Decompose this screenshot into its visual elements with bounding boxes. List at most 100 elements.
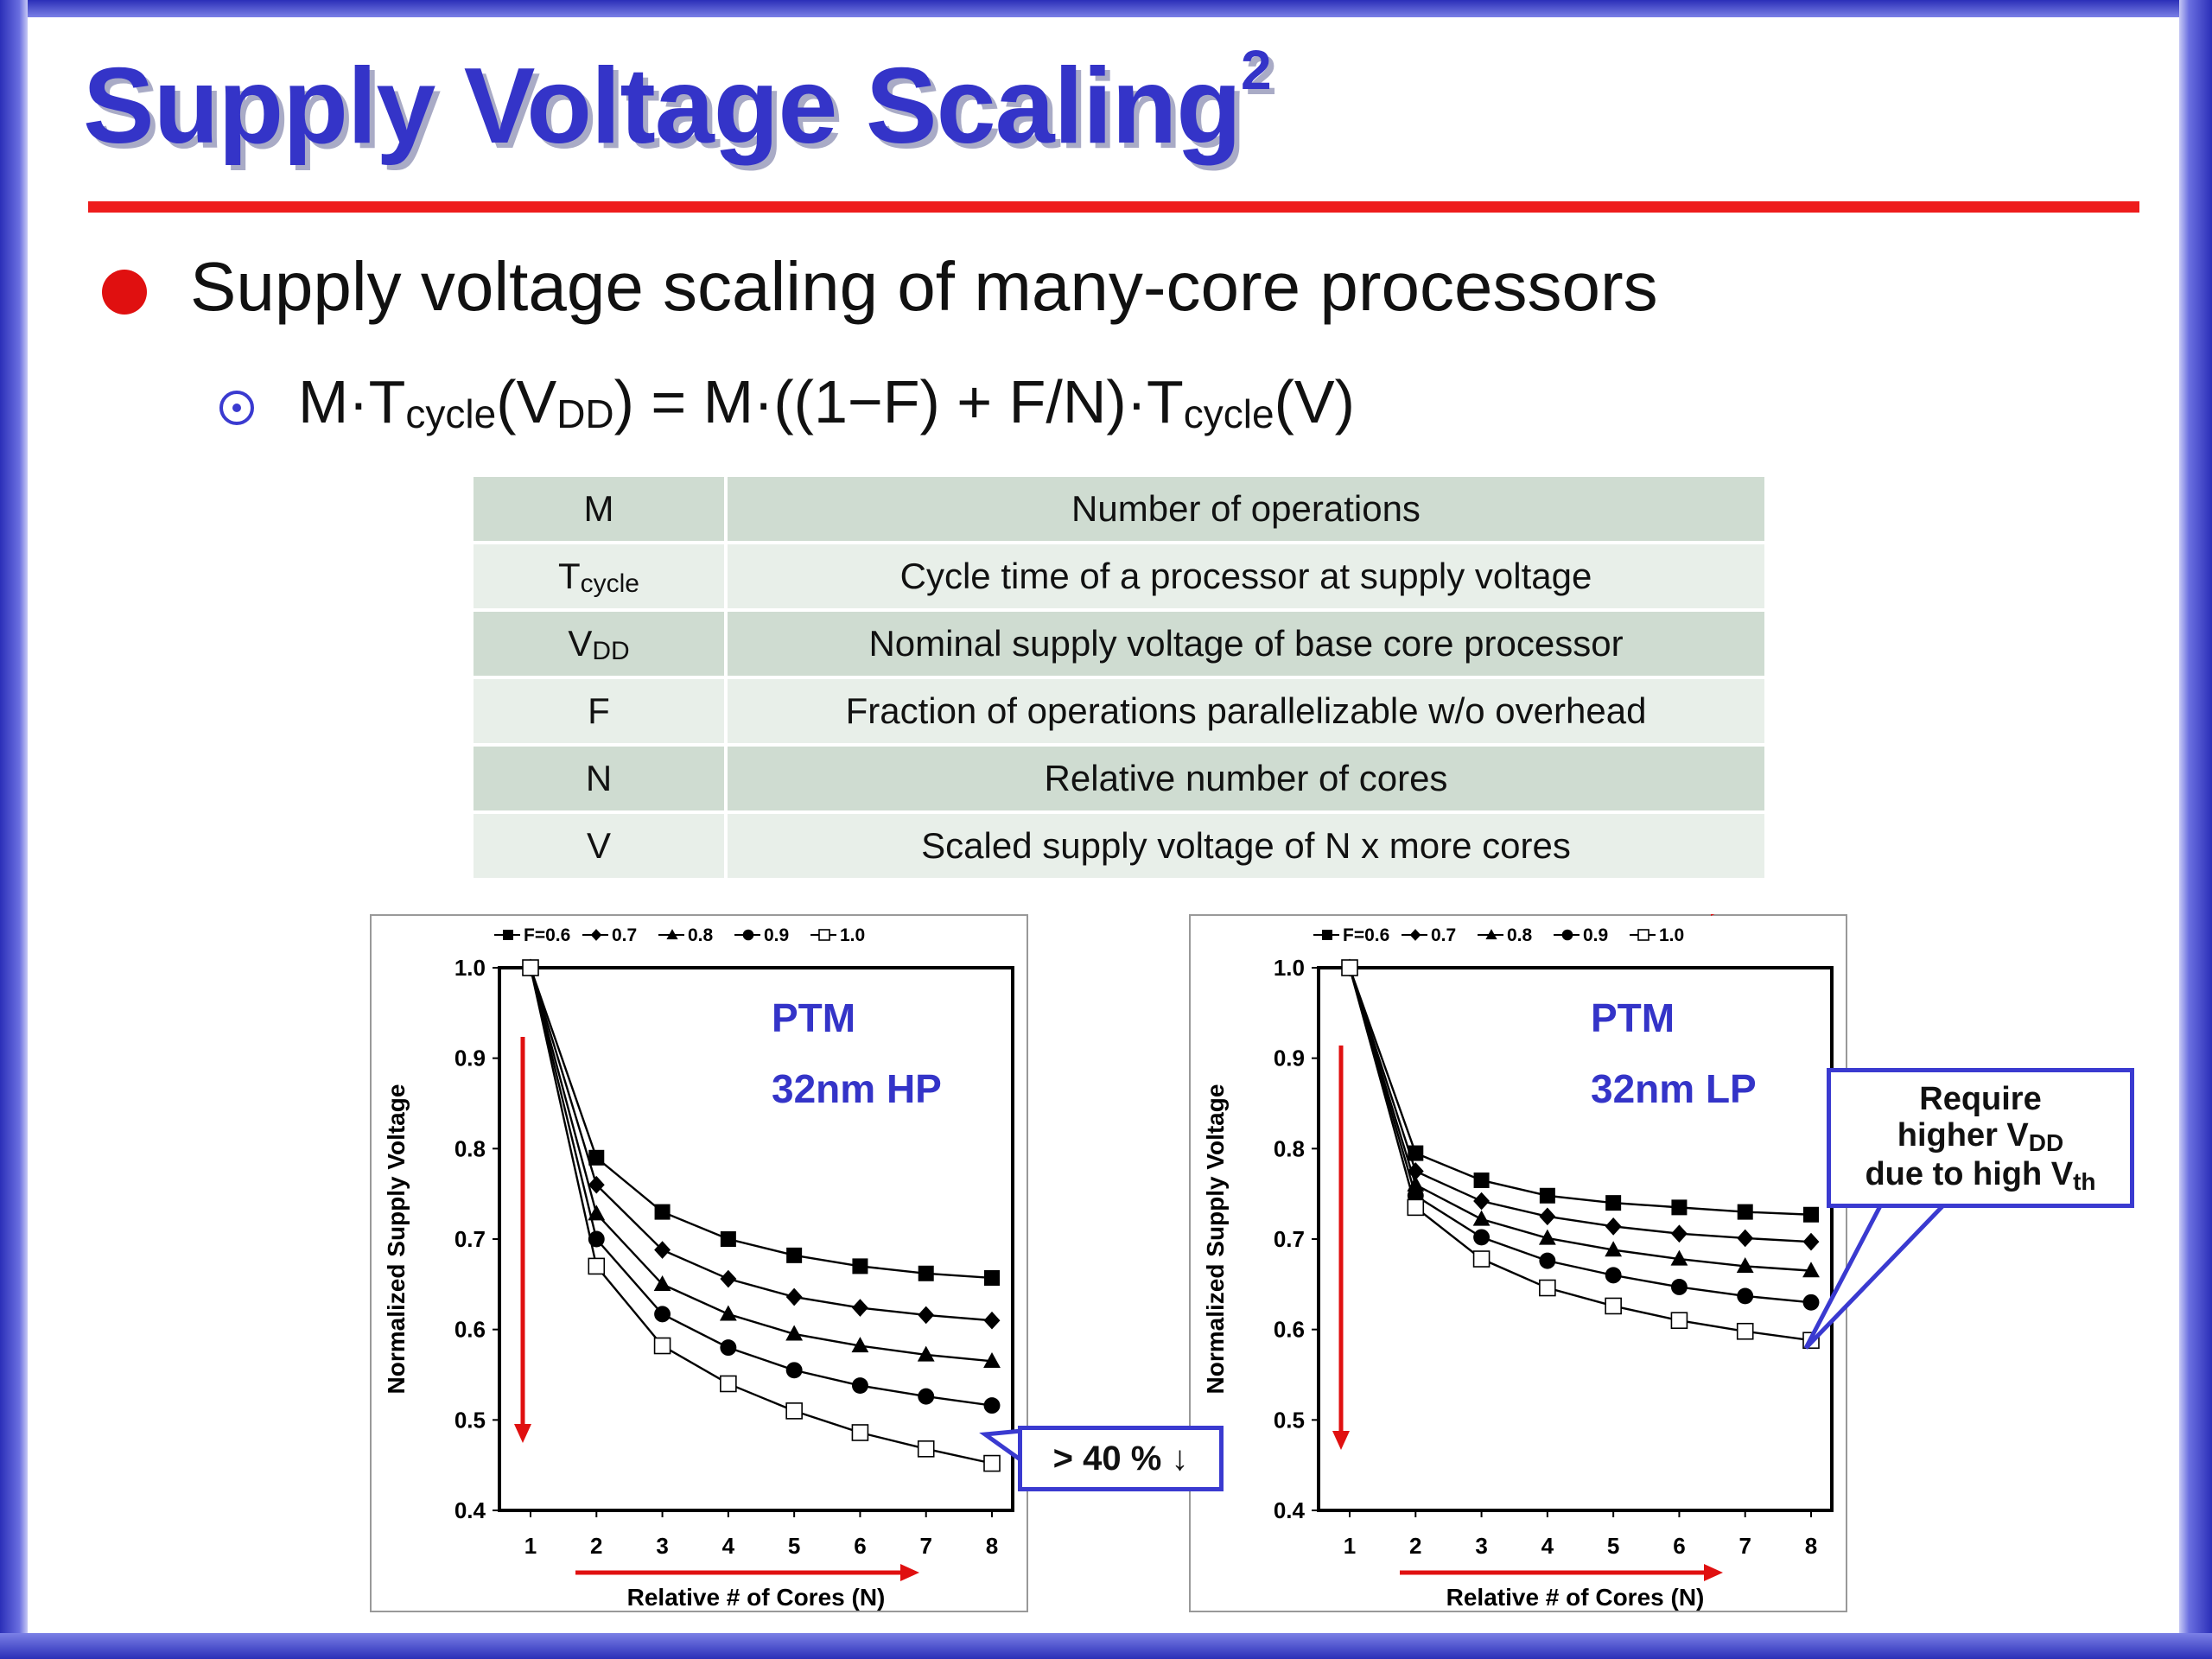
x-tick-label: 7 [919,1533,931,1559]
data-point [720,1339,737,1357]
formula-sub: DD [556,391,614,436]
data-point [1605,1297,1622,1315]
arrow-down-head [514,1424,531,1443]
definitions-table: M Number of operations Tcycle Cycle time o… [474,477,1764,881]
legend-label: 0.7 [1431,925,1456,945]
data-point [851,1299,868,1317]
data-point [1670,1279,1688,1295]
x-tick-label: 6 [1673,1533,1685,1559]
symbol-cell: F [474,677,728,747]
symbol: M [583,488,614,529]
y-tick-label: 0.5 [454,1407,486,1433]
frame-right [2179,0,2212,1659]
data-point [851,1377,868,1395]
symbol: F [588,690,610,731]
meaning-cell: Scaled supply voltage of N x more cores [726,812,1764,881]
series-line [1348,967,1812,1304]
meaning-cell: Relative number of cores [726,745,1764,814]
data-point [1670,1224,1688,1243]
data-point [1605,1195,1622,1211]
data-point [1737,1229,1754,1248]
legend-marker [503,930,513,940]
data-point [588,1149,605,1166]
y-tick-label: 0.8 [454,1135,486,1161]
data-point [983,1311,1001,1330]
legend-label: 1.0 [1659,925,1684,945]
meaning-cell: Fraction of operations parallelizable w/… [726,677,1764,747]
ptm-label: PTM [772,995,855,1040]
frame-bottom [0,1633,2212,1659]
table-row: N Relative number of cores [474,745,1764,814]
data-point [983,1351,1001,1368]
y-tick-label: 0.4 [1274,1497,1306,1523]
x-tick-label: 1 [524,1533,537,1559]
symbol-sub: cycle [580,569,639,598]
data-point [1472,1210,1491,1226]
data-point [588,1257,606,1275]
legend-marker [1637,929,1649,941]
title-text: Supply Voltage Scaling [83,47,1242,166]
data-point [851,1424,869,1441]
data-point [1472,1250,1491,1268]
data-point [1737,1287,1754,1305]
x-tick-label: 2 [590,1533,602,1559]
legend-marker [1561,929,1573,941]
data-point [522,959,539,976]
symbol-cell: N [474,745,728,814]
series-line [529,967,993,1465]
meaning-cell: Nominal supply voltage of base core proc… [726,610,1764,679]
legend-marker [666,929,678,940]
y-tick-label: 0.7 [1274,1226,1305,1252]
data-point [1736,1257,1754,1274]
require-line-2-sub: DD [2028,1129,2064,1156]
symbol-cell: M [474,477,728,544]
data-point [1802,1294,1820,1311]
legend-marker [1485,929,1497,940]
legend-label: 0.7 [612,925,637,945]
x-axis-label: Relative # of Cores (N) [627,1584,886,1611]
y-axis-label: Normalized Supply Voltage [1202,1084,1229,1395]
require-line-1: Require [1919,1081,2042,1117]
arrow-bottom-head [900,1564,919,1581]
data-point [1407,1175,1425,1192]
y-tick-label: 0.7 [454,1226,486,1252]
x-tick-label: 5 [1607,1533,1619,1559]
x-tick-label: 5 [788,1533,800,1559]
data-point [1539,1279,1556,1297]
data-point [785,1402,803,1420]
arrow-bottom-head [1704,1564,1723,1581]
title-underline [88,201,2139,213]
data-point [984,1270,1000,1287]
data-point [720,1231,736,1247]
chart-border [370,914,1028,1612]
legend-marker [1322,930,1332,940]
require-line-2: higher VDD [1831,1117,2130,1156]
legend-label: 0.8 [1507,925,1533,945]
x-tick-label: 8 [1805,1533,1817,1559]
legend-marker [1409,929,1421,941]
data-point [785,1287,803,1306]
data-point [917,1345,935,1362]
symbol-cell: Tcycle [474,543,728,612]
data-point [786,1247,803,1263]
y-tick-label: 0.9 [454,1046,486,1071]
symbol: V [568,623,593,664]
x-tick-label: 1 [1344,1533,1356,1559]
chart-32nm-lp: F=0.6 0.7 0.8 0.9 1.0 0.4 0.5 0.6 0.7 0.8 0.9 1.0 1 2… [1189,914,1847,1612]
data-point [719,1305,737,1321]
series-line [529,967,993,1363]
require-callout: Require higher VDD due to high Vth [1827,1068,2134,1208]
series-line [529,967,993,1322]
x-tick-label: 2 [1409,1533,1421,1559]
formula: M·Tcycle(VDD) = M·((1−F) + F/N)·Tcycle(V… [298,367,1355,436]
ptm-label: PTM [1591,995,1675,1040]
legend-label: 1.0 [840,925,865,945]
drop-callout-pointer [979,1428,1024,1465]
data-point [1803,1206,1819,1223]
data-point [654,1306,671,1323]
data-point [720,1269,737,1288]
data-point [1671,1199,1688,1216]
data-point [918,1306,935,1325]
data-point [1341,959,1358,976]
